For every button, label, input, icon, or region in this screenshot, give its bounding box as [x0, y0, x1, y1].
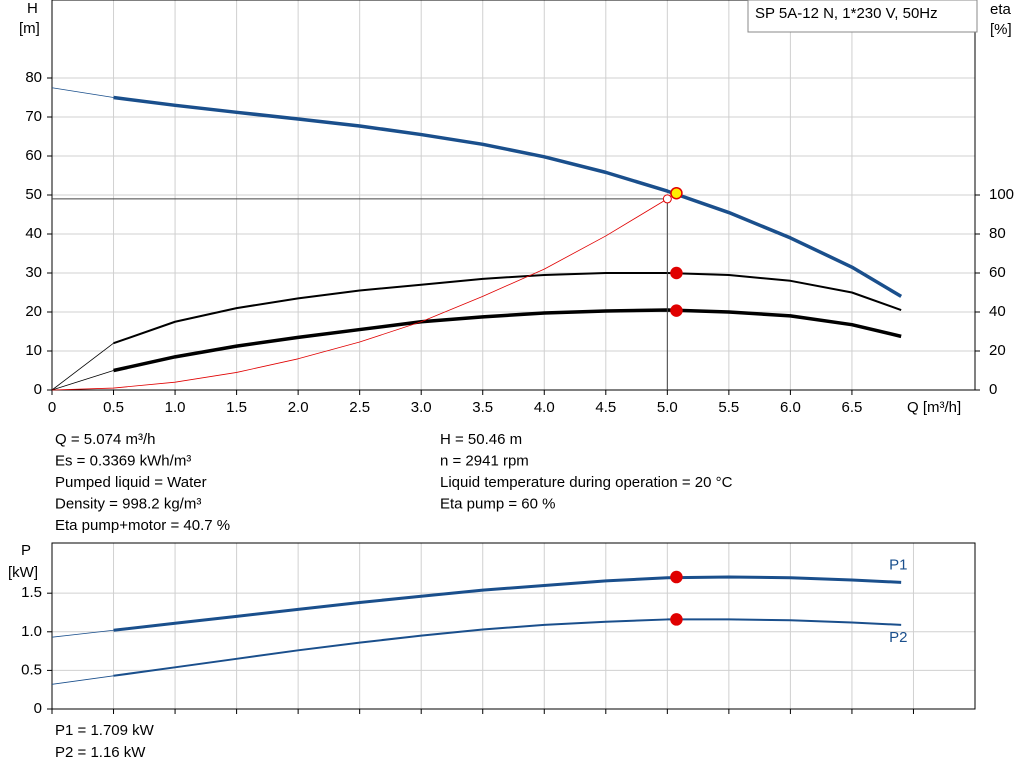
y-tick-label: 10 — [25, 342, 42, 359]
marker — [670, 304, 683, 317]
y-axis-unit: [m] — [19, 20, 40, 37]
curve — [51, 629, 114, 638]
title-box — [747, 0, 978, 33]
y-axis-title: H — [27, 0, 38, 17]
curve — [51, 342, 114, 391]
info-text: Eta pump = 60 % — [440, 495, 556, 512]
y2-axis-unit: [%] — [990, 21, 1012, 38]
curve — [113, 95, 903, 298]
info-text: Liquid temperature during operation = 20… — [440, 474, 733, 491]
y-tick-label: 0 — [34, 700, 42, 717]
y-tick-label: 1.0 — [21, 623, 42, 640]
info-text: Density = 998.2 kg/m³ — [55, 495, 201, 512]
y-axis-unit: [kW] — [8, 564, 38, 581]
x-tick-label: 1.5 — [226, 399, 247, 416]
curve — [51, 370, 114, 391]
marker — [670, 266, 683, 280]
x-tick-label: 5.0 — [657, 399, 678, 416]
curve — [113, 272, 902, 345]
info-text: Es = 0.3369 kWh/m³ — [55, 452, 191, 469]
x-tick-label: 0.5 — [103, 399, 124, 416]
x-tick-label: 2.5 — [349, 399, 370, 416]
info-text: P1 = 1.709 kW — [55, 722, 155, 739]
y2-tick-label: 80 — [989, 225, 1006, 242]
curve — [51, 87, 114, 98]
info-text: Q = 5.074 m³/h — [55, 431, 155, 448]
x-tick-label: 4.5 — [595, 399, 616, 416]
y2-tick-label: 100 — [989, 186, 1014, 203]
curve — [51, 198, 668, 391]
y-tick-label: 60 — [25, 147, 42, 164]
y-tick-label: 20 — [25, 303, 42, 320]
y2-tick-label: 60 — [989, 264, 1006, 281]
curve — [113, 618, 902, 677]
y-axis-title: P — [21, 542, 31, 559]
plot-frame — [51, 0, 976, 391]
x-axis-title: Q [m³/h] — [907, 399, 961, 416]
y2-axis-title: eta — [990, 1, 1012, 18]
x-tick-label: 2.0 — [288, 399, 309, 416]
y-tick-label: 0.5 — [21, 661, 42, 678]
series-label: P2 — [889, 629, 907, 646]
y-tick-label: 70 — [25, 108, 42, 125]
y-tick-label: 40 — [25, 225, 42, 242]
y-tick-label: 50 — [25, 186, 42, 203]
plot-frame — [51, 542, 976, 710]
x-tick-label: 1.0 — [165, 399, 186, 416]
marker — [670, 570, 683, 584]
marker — [670, 613, 683, 626]
chart-title: SP 5A-12 N, 1*230 V, 50Hz — [755, 5, 938, 22]
info-text: n = 2941 rpm — [440, 452, 529, 469]
series-label: P1 — [889, 556, 907, 573]
y-tick-label: 0 — [34, 381, 42, 398]
x-tick-label: 5.5 — [718, 399, 739, 416]
x-tick-label: 3.0 — [411, 399, 432, 416]
x-tick-label: 3.5 — [472, 399, 493, 416]
x-tick-label: 6.0 — [780, 399, 801, 416]
y2-tick-label: 40 — [989, 303, 1006, 320]
x-tick-label: 6.5 — [842, 399, 863, 416]
marker — [670, 186, 683, 200]
y-tick-label: 80 — [25, 69, 42, 86]
curve — [113, 575, 902, 632]
info-text: Pumped liquid = Water — [55, 474, 207, 491]
info-text: H = 50.46 m — [440, 431, 522, 448]
y-tick-label: 1.5 — [21, 584, 42, 601]
curve — [113, 308, 902, 373]
info-text: Eta pump+motor = 40.7 % — [55, 517, 230, 534]
x-tick-label: 0 — [48, 399, 56, 416]
end-point — [662, 194, 672, 204]
info-text: P2 = 1.16 kW — [55, 744, 146, 761]
y-tick-label: 30 — [25, 264, 42, 281]
x-tick-label: 4.0 — [534, 399, 555, 416]
curve — [51, 675, 114, 685]
y2-tick-label: 0 — [989, 381, 997, 398]
y2-tick-label: 20 — [989, 342, 1006, 359]
